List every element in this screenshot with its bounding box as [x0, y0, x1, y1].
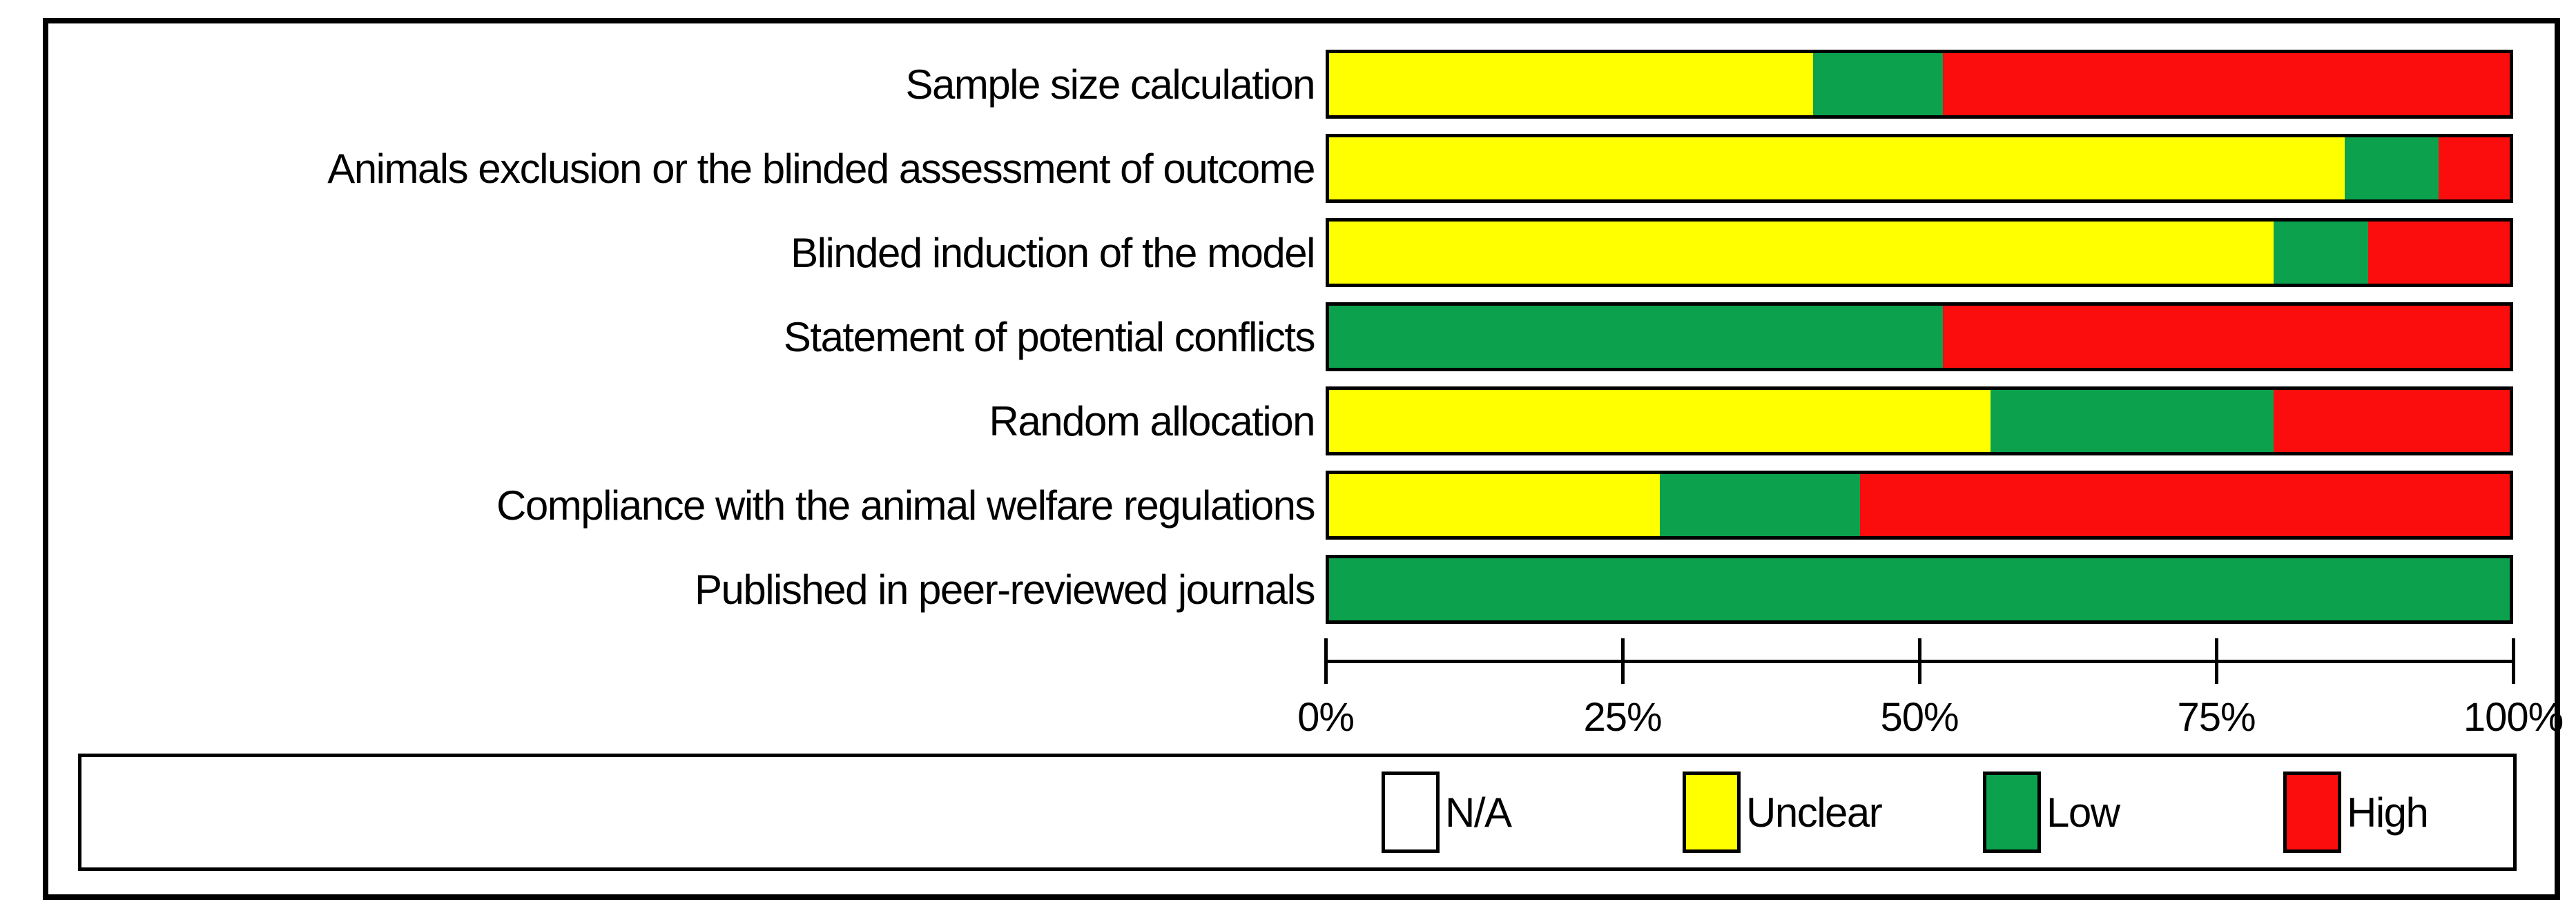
bar-row: Statement of potential conflicts: [48, 302, 2544, 371]
x-axis-tick: [1324, 638, 1328, 684]
chart-frame: Sample size calculation Animals exclusion…: [43, 18, 2564, 900]
legend-item-low: Low: [1983, 757, 2120, 867]
legend-label: Low: [2046, 789, 2120, 836]
bar-row: Compliance with the animal welfare regul…: [48, 471, 2544, 540]
bar-segment-low: [1659, 474, 1861, 536]
bar-row: Animals exclusion or the blinded assessm…: [48, 134, 2544, 203]
stacked-bar: [1326, 555, 2513, 624]
x-axis-tick: [2511, 638, 2515, 684]
bar-segment-high: [1943, 306, 2510, 368]
category-label: Sample size calculation: [905, 61, 1316, 108]
stacked-bar: [1326, 386, 2513, 455]
bar-segment-high: [2273, 390, 2510, 452]
category-label: Animals exclusion or the blinded assessm…: [327, 145, 1315, 192]
legend-swatch: [1683, 772, 1741, 853]
legend-swatch: [2283, 772, 2341, 853]
bar-segment-unclear: [1329, 137, 2345, 199]
stacked-bar: [1326, 302, 2513, 371]
category-label: Published in peer-reviewed journals: [694, 566, 1316, 613]
legend-item-n-a: N/A: [1382, 757, 1512, 867]
legend-item-unclear: Unclear: [1683, 757, 1883, 867]
bar-row: Random allocation: [48, 386, 2544, 455]
x-axis-tick-label: 75%: [2177, 695, 2256, 740]
stacked-bar: [1326, 471, 2513, 540]
stacked-bar: [1326, 218, 2513, 287]
x-axis-tick-label: 25%: [1583, 695, 1662, 740]
x-axis-tick: [1917, 638, 1921, 684]
bar-segment-high: [2439, 137, 2510, 199]
legend-label: High: [2347, 789, 2429, 836]
bar-segment-high: [1943, 53, 2510, 115]
x-axis: 0% 25% 50% 75% 100%: [1297, 23, 2564, 883]
x-axis-tick-label: 50%: [1880, 695, 1959, 740]
bar-segment-unclear: [1329, 222, 2274, 284]
stacked-bar: [1326, 134, 2513, 203]
stacked-bar: [1326, 50, 2513, 119]
bar-row: Sample size calculation: [48, 50, 2544, 119]
bar-row: Published in peer-reviewed journals: [48, 555, 2544, 624]
x-axis-tick: [2214, 638, 2218, 684]
x-axis-tick: [1620, 638, 1625, 684]
legend-swatch: [1382, 772, 1440, 853]
bar-segment-low: [2344, 137, 2439, 199]
bar-segment-low: [1990, 390, 2274, 452]
bar-segment-unclear: [1329, 390, 1991, 452]
category-label: Random allocation: [989, 397, 1316, 444]
category-label: Statement of potential conflicts: [783, 313, 1316, 360]
legend: N/A Unclear Low High: [78, 754, 2517, 871]
bar-rows: Sample size calculation Animals exclusion…: [48, 50, 2544, 639]
legend-label: Unclear: [1746, 789, 1883, 836]
legend-swatch: [1983, 772, 2041, 853]
bar-segment-high: [1860, 474, 2510, 536]
x-axis-tick-label: 100%: [2463, 695, 2564, 740]
bar-segment-unclear: [1329, 53, 1814, 115]
bar-segment-unclear: [1329, 474, 1660, 536]
category-label: Compliance with the animal welfare regul…: [496, 482, 1315, 529]
bar-segment-low: [1329, 306, 1944, 368]
bar-row: Blinded induction of the model: [48, 218, 2544, 287]
x-axis-tick-label: 0%: [1297, 695, 1355, 740]
category-label: Blinded induction of the model: [791, 229, 1315, 276]
bar-segment-low: [1813, 53, 1944, 115]
bar-segment-low: [1329, 558, 2510, 620]
bar-segment-low: [2274, 222, 2368, 284]
bar-segment-high: [2367, 222, 2510, 284]
legend-item-high: High: [2283, 757, 2429, 867]
legend-label: N/A: [1445, 789, 1512, 836]
